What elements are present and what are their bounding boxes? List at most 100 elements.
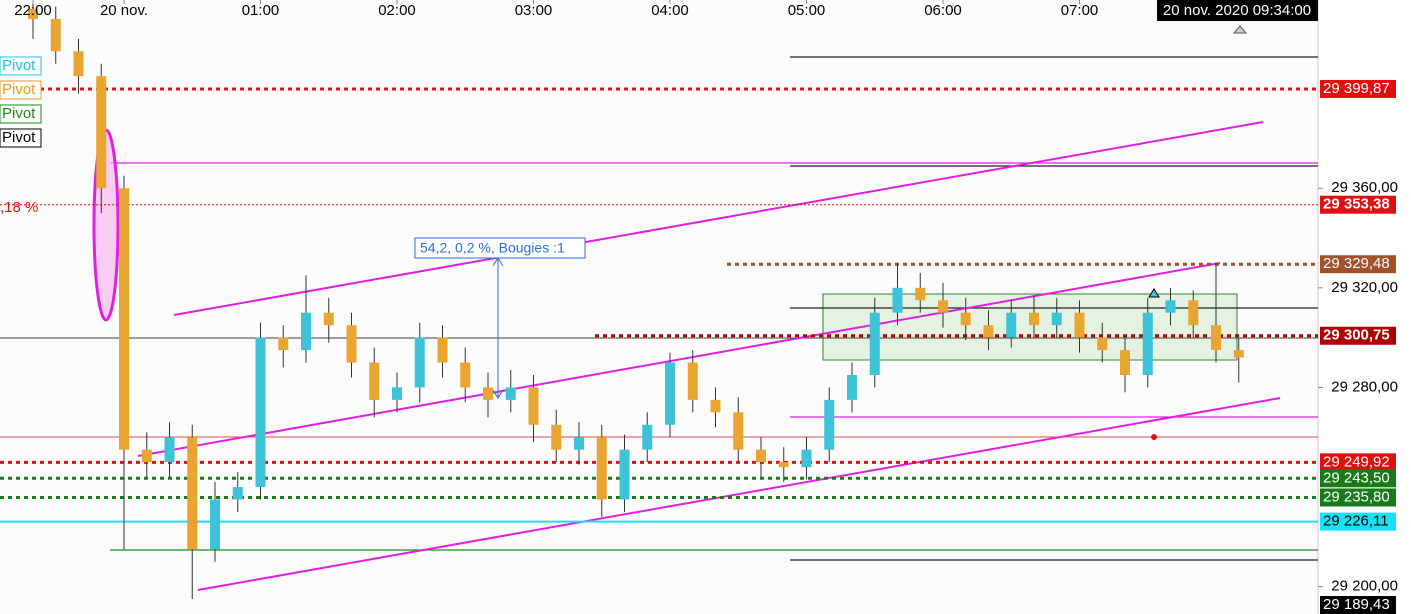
pivot-box — [0, 56, 42, 76]
candle-body — [1097, 337, 1108, 351]
crosshair-label: 20 nov. 2020 09:34:00 — [1163, 2, 1311, 19]
candle-body — [1188, 300, 1199, 326]
candle-body — [756, 449, 766, 463]
marker — [1151, 434, 1157, 440]
candle-body — [1142, 312, 1153, 375]
candle-body — [960, 312, 971, 326]
pivot-box — [0, 128, 42, 148]
candle-body — [551, 424, 562, 450]
candle-body — [915, 287, 926, 301]
trend-line — [197, 397, 1281, 591]
y-tick-label: 29 280,00 — [1331, 378, 1398, 395]
candle-body — [733, 412, 744, 450]
price-label: 29 189,43 — [1323, 596, 1390, 613]
candle-body — [1006, 312, 1017, 338]
candle-body — [778, 462, 789, 468]
candle-body — [346, 325, 357, 363]
price-label: 29 235,80 — [1323, 488, 1390, 505]
trend-line — [137, 262, 1221, 457]
pivot-label: Pivot — [2, 105, 36, 122]
fib-label: ,18 % — [0, 199, 38, 216]
candle-body — [596, 437, 607, 500]
candle-body — [414, 337, 425, 388]
candle-body — [528, 387, 539, 425]
candle-body — [1074, 312, 1085, 338]
candle-body — [278, 337, 289, 351]
y-tick-label: 29 200,00 — [1331, 578, 1398, 595]
x-tick-label: 07:00 — [1061, 2, 1099, 19]
candle-body — [323, 312, 334, 326]
x-tick-label: 06:00 — [924, 2, 962, 19]
price-label-box — [1320, 596, 1396, 614]
candle-body — [28, 8, 38, 19]
x-tick-label: 01:00 — [242, 2, 280, 19]
pivot-box — [0, 104, 42, 124]
y-tick-label: 29 320,00 — [1331, 279, 1398, 296]
candle-body — [847, 374, 857, 400]
candle-body — [255, 337, 266, 488]
candle-body — [1029, 312, 1039, 326]
candle-body — [619, 449, 630, 500]
price-label: 29 249,92 — [1323, 453, 1390, 470]
candle-body — [1051, 312, 1062, 326]
candle-body — [141, 449, 152, 463]
candle-body — [119, 188, 129, 450]
candle-body — [369, 362, 380, 400]
x-tick-label: 02:00 — [378, 2, 416, 19]
candle-body — [187, 437, 198, 550]
price-label: 29 226,11 — [1323, 513, 1389, 530]
price-label-box — [1320, 469, 1396, 488]
candle-body — [301, 312, 311, 351]
candle-body — [574, 437, 584, 450]
candle-body — [50, 18, 61, 52]
candle-body — [460, 362, 471, 388]
candle-body — [232, 487, 243, 500]
x-tick-label: 20 nov. — [100, 2, 148, 19]
candle-body — [938, 300, 948, 313]
annotation: 54,2, 0,2 %, Bougies :1 — [420, 240, 565, 256]
x-tick-label: 22:00 — [14, 2, 52, 19]
annotation-box — [414, 237, 586, 259]
price-label-box — [1320, 453, 1396, 472]
candle-body — [687, 362, 698, 400]
candle-body — [1211, 325, 1221, 351]
price-label-box — [1320, 488, 1396, 507]
candle-body — [892, 287, 903, 313]
price-label: 29 329,48 — [1323, 255, 1390, 272]
candle-body — [210, 499, 220, 550]
price-label: 29 353,38 — [1323, 196, 1390, 213]
candle-body — [824, 399, 835, 450]
x-tick-label: 03:00 — [515, 2, 553, 19]
marker — [1148, 288, 1160, 298]
crosshair-box — [1157, 0, 1318, 21]
y-tick-label: 29 360,00 — [1331, 179, 1398, 196]
candle-body — [483, 387, 493, 400]
candle-body — [96, 76, 107, 189]
candle-body — [869, 312, 880, 375]
candle-body — [437, 337, 448, 363]
candle-body — [73, 51, 84, 77]
price-label-box — [1320, 512, 1396, 531]
pivot-label: Pivot — [2, 129, 36, 146]
price-label: 29 243,50 — [1323, 469, 1390, 486]
price-label: 29 300,75 — [1323, 327, 1390, 344]
candle-body — [505, 387, 516, 400]
price-label-box — [1320, 255, 1396, 274]
candle-body — [1165, 300, 1176, 313]
scroll-marker — [1232, 25, 1248, 34]
price-label-box — [1320, 195, 1396, 214]
pivot-box — [0, 80, 42, 100]
candle-body — [164, 437, 175, 463]
candle-body — [710, 399, 721, 413]
candle-body — [392, 387, 402, 400]
candle-body — [665, 362, 675, 425]
price-label-box — [1320, 326, 1396, 345]
price-label-box — [1320, 79, 1396, 98]
candle-body — [801, 449, 812, 468]
pivot-label: Pivot — [2, 81, 36, 98]
x-tick-label: 04:00 — [651, 2, 689, 19]
candle-body — [983, 325, 994, 338]
candle-body — [642, 424, 653, 450]
price-axis — [1318, 0, 1411, 614]
trend-line — [173, 121, 1264, 316]
